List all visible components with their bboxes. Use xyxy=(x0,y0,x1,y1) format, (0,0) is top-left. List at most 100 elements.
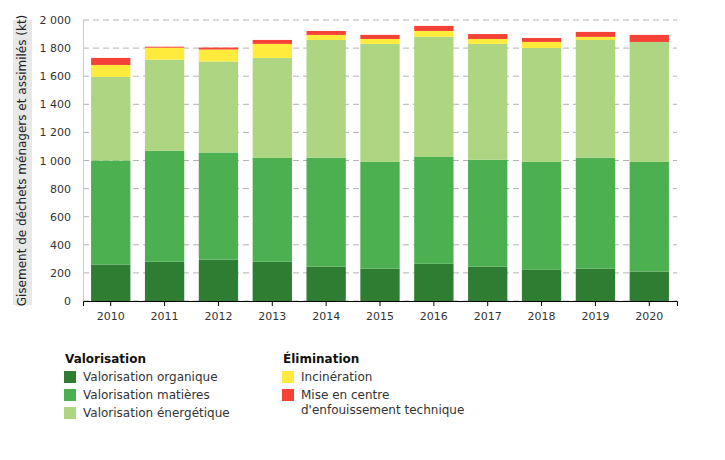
bar-segment xyxy=(468,267,507,301)
x-tick: 2016 xyxy=(420,301,448,323)
bar-segment xyxy=(630,162,669,272)
y-tick-label: 1 000 xyxy=(40,155,72,168)
y-tick-label: 1 400 xyxy=(40,98,72,111)
x-tick-mark xyxy=(110,301,111,306)
bar-segment xyxy=(414,264,453,301)
bar-segment xyxy=(145,151,184,262)
x-tick-mark xyxy=(218,301,219,306)
y-axis: 02004006008001 0001 2001 4001 6001 8002 … xyxy=(40,14,84,308)
bar-segment xyxy=(91,264,130,301)
bar-segment xyxy=(145,48,184,60)
bar-segment xyxy=(253,262,292,301)
y-label: Gisement de déchets ménagers et assimilé… xyxy=(15,15,29,307)
bar-segment xyxy=(630,35,669,42)
bar-segment xyxy=(522,38,561,42)
bar-segment xyxy=(306,31,345,35)
y-tick-label: 800 xyxy=(50,183,71,196)
bar-segment xyxy=(253,58,292,158)
bar-segment xyxy=(360,162,399,269)
bar-segment xyxy=(414,37,453,157)
bar-segment xyxy=(360,44,399,162)
bar-segment xyxy=(576,32,615,37)
grid-line xyxy=(83,20,677,21)
x-tick: 2018 xyxy=(528,301,556,323)
bar-segment xyxy=(306,267,345,301)
bar-segment xyxy=(468,160,507,267)
x-tick-label: 2020 xyxy=(635,310,663,323)
legend-group-title: Valorisation xyxy=(65,352,146,366)
legend-label: Valorisation matières xyxy=(83,388,210,402)
y-tick: 1 000 xyxy=(40,155,84,168)
x-tick-mark xyxy=(649,301,650,306)
x-tick: 2014 xyxy=(312,301,340,323)
x-tick: 2010 xyxy=(97,301,125,323)
bar-segment xyxy=(306,158,345,267)
bar-segment xyxy=(199,48,238,50)
x-tick-label: 2014 xyxy=(312,310,340,323)
bar-segment xyxy=(145,46,184,48)
bar-segment xyxy=(253,40,292,44)
bar-segment xyxy=(145,262,184,301)
chart: 02004006008001 0001 2001 4001 6001 8002 … xyxy=(0,0,725,460)
bar-segment xyxy=(360,269,399,301)
y-tick-label: 600 xyxy=(50,211,71,224)
x-tick-label: 2015 xyxy=(366,310,394,323)
y-tick: 400 xyxy=(50,239,83,252)
x-tick-mark xyxy=(595,301,596,306)
bar-segment xyxy=(145,60,184,151)
bar-segment xyxy=(199,50,238,62)
y-tick: 0 xyxy=(64,295,83,308)
x-tick-mark xyxy=(380,301,381,306)
legend-swatch xyxy=(282,371,294,383)
bar-segment xyxy=(522,162,561,269)
x-tick-mark xyxy=(272,301,273,306)
legend-label: Valorisation énergétique xyxy=(83,406,230,420)
legend-swatch xyxy=(64,371,76,383)
bar-segment xyxy=(306,40,345,158)
bar-segment xyxy=(576,40,615,158)
bar-segment xyxy=(91,77,130,161)
legend-label: Mise en centre d'enfouissement technique xyxy=(301,388,464,417)
x-tick: 2017 xyxy=(474,301,502,323)
bar-segment xyxy=(576,37,615,40)
x-axis: 2010201120122013201420152016201720182019… xyxy=(84,301,678,323)
bar-segment xyxy=(360,35,399,39)
bar-segment xyxy=(91,65,130,77)
legend-group-title: Élimination xyxy=(283,351,359,366)
y-tick: 800 xyxy=(50,183,83,196)
y-tick-label: 0 xyxy=(64,295,71,308)
x-tick-label: 2010 xyxy=(97,310,125,323)
x-tick-mark xyxy=(164,301,165,306)
bar-segment xyxy=(306,35,345,40)
x-axis-line xyxy=(84,302,678,307)
bar-segment xyxy=(468,44,507,160)
x-tick: 2019 xyxy=(581,301,609,323)
bar-segment xyxy=(199,152,238,259)
bar-segment xyxy=(522,269,561,301)
bar-segment xyxy=(576,158,615,269)
x-tick-label: 2016 xyxy=(420,310,448,323)
y-tick-label: 1 200 xyxy=(40,126,72,139)
bar-segment xyxy=(468,34,507,39)
legend-swatch xyxy=(282,389,294,401)
y-tick: 2 000 xyxy=(40,14,84,27)
grid xyxy=(83,20,677,301)
legend-swatch xyxy=(64,389,76,401)
bar-segment xyxy=(522,48,561,162)
y-tick: 1 200 xyxy=(40,126,84,139)
bar-segment xyxy=(414,157,453,264)
y-tick-label: 200 xyxy=(50,267,71,280)
bar-segment xyxy=(253,158,292,262)
x-tick: 2020 xyxy=(635,301,663,323)
x-tick-mark xyxy=(541,301,542,306)
plot: 02004006008001 0001 2001 4001 6001 8002 … xyxy=(40,14,678,323)
bar-segment xyxy=(414,26,453,31)
x-tick-label: 2019 xyxy=(581,310,609,323)
x-tick: 2015 xyxy=(366,301,394,323)
legend: ValorisationValorisation organiqueValori… xyxy=(64,351,464,420)
x-tick: 2011 xyxy=(151,301,179,323)
bar-segment xyxy=(91,58,130,65)
bar-segment xyxy=(91,161,130,265)
bar-segment xyxy=(522,42,561,48)
bar-segment xyxy=(360,39,399,44)
